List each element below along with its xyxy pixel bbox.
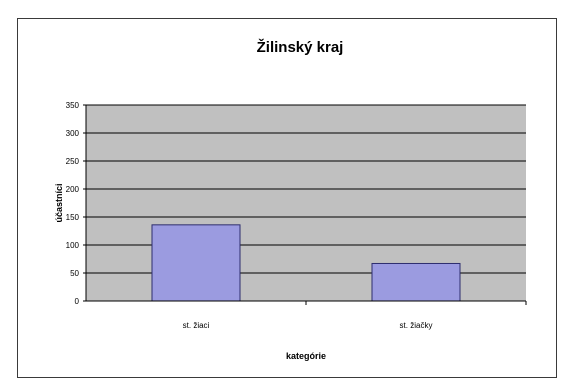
top-strip — [0, 0, 567, 12]
y-tick-label: 100 — [66, 241, 80, 250]
x-tick-label: st. žiaci — [183, 321, 210, 330]
y-tick-label: 250 — [66, 157, 80, 166]
y-tick-label: 50 — [70, 269, 79, 278]
x-axis-title: kategórie — [286, 351, 326, 361]
bar-0 — [151, 224, 241, 302]
y-tick-label: 350 — [66, 101, 80, 110]
y-tick-label: 300 — [66, 129, 80, 138]
x-tick-labels: st. žiaci st. žiačky — [183, 301, 527, 330]
y-tick-labels: 0 50 100 150 200 250 300 350 — [66, 101, 86, 306]
y-tick-label: 0 — [75, 297, 80, 306]
y-tick-label: 150 — [66, 213, 80, 222]
y-tick-label: 200 — [66, 185, 80, 194]
x-tick-label: st. žiačky — [400, 321, 433, 330]
chart-title: Žilinský kraj — [257, 38, 344, 56]
bar-1 — [371, 262, 461, 302]
y-axis-title: účastníci — [54, 183, 64, 222]
